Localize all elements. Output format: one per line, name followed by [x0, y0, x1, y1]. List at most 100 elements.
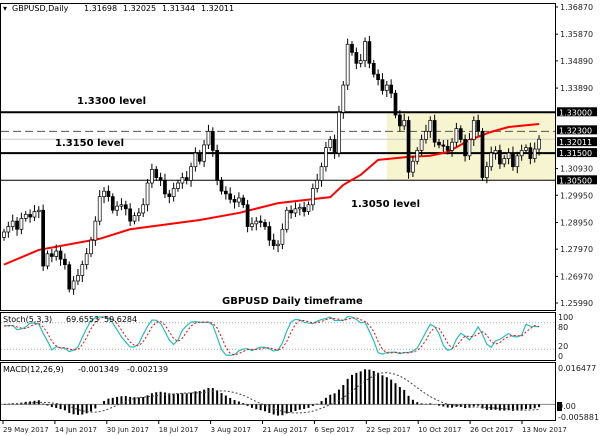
candle: [293, 202, 298, 218]
candle-body: [384, 84, 389, 91]
candle-body: [189, 166, 193, 181]
candle: [463, 134, 467, 162]
candle: [328, 136, 333, 151]
candle-body: [163, 179, 167, 195]
candle: [189, 162, 193, 187]
candle-body: [6, 226, 11, 233]
candle: [250, 217, 254, 231]
candle-body: [176, 182, 180, 189]
candle-body: [184, 177, 189, 181]
candle-body: [58, 250, 63, 260]
collapse-triangle-icon[interactable]: ▾: [3, 4, 7, 13]
price-highlight-box: [557, 148, 597, 158]
candle-body: [350, 43, 354, 53]
stoch-panel-frame: [0, 312, 556, 361]
candle-body: [428, 120, 433, 132]
candle: [158, 172, 163, 187]
macd-tick-max: 0.016477: [558, 364, 596, 373]
candle: [332, 134, 337, 159]
candle: [358, 54, 363, 68]
candle: [6, 221, 11, 238]
stoch-tick-0: 0: [558, 352, 563, 361]
macd-label: MACD(12,26,9): [3, 365, 64, 374]
candle: [506, 148, 511, 165]
candle: [419, 134, 424, 157]
candle-body: [498, 150, 502, 165]
macd-signal-line: [3, 372, 540, 414]
price-tick-label: 1.33890: [560, 84, 593, 93]
date-label: 13 Nov 2017: [522, 426, 567, 434]
price-tick-label: 1.34890: [560, 57, 593, 66]
candle: [471, 116, 476, 147]
ohlc-high: 1.32025: [123, 4, 156, 13]
candle-body: [254, 220, 259, 225]
candle: [193, 147, 198, 172]
price-highlight-label: 1.32300: [559, 126, 592, 135]
candle-body: [84, 253, 89, 265]
candle-body: [137, 212, 141, 217]
date-label: 30 Jun 2017: [107, 426, 149, 434]
candle: [354, 47, 359, 70]
candle: [115, 201, 119, 216]
candle: [89, 236, 93, 258]
candle: [145, 178, 150, 212]
candle: [67, 261, 72, 293]
candle: [302, 201, 306, 217]
candle-body: [250, 223, 254, 227]
candle-body: [293, 208, 298, 214]
chart-caption: GBPUSD Daily timeframe: [222, 296, 363, 307]
price-tick-label: 1.28950: [560, 218, 593, 227]
ohlc-low: 1.31344: [162, 4, 195, 13]
price-highlight-label: 1.31500: [559, 149, 592, 158]
candle: [58, 246, 63, 266]
candle: [367, 35, 372, 69]
candle: [80, 260, 85, 283]
date-label: 3 Aug 2017: [211, 426, 251, 434]
candle-body: [132, 215, 137, 222]
candle-body: [241, 197, 246, 206]
price-tick-label: 1.29950: [560, 191, 593, 200]
candle: [337, 105, 341, 158]
date-label: 14 Jun 2017: [55, 426, 97, 434]
candle-body: [219, 179, 224, 192]
price-highlight-box: [557, 125, 597, 135]
candle: [176, 179, 180, 192]
candle: [441, 140, 446, 153]
candle: [271, 233, 276, 250]
candle-body: [41, 209, 46, 267]
candle-body: [63, 258, 67, 265]
candle-body: [123, 204, 128, 210]
symbol-label: GBPUSD,Daily: [12, 4, 69, 13]
candle-body: [67, 264, 72, 290]
candle: [450, 138, 454, 157]
candle: [485, 161, 489, 184]
candle-body: [467, 139, 472, 157]
candle: [371, 60, 376, 78]
candle-body: [398, 114, 402, 127]
candle-body: [202, 144, 206, 162]
candle-body: [32, 211, 37, 218]
candle-body: [150, 169, 154, 184]
candle-body: [267, 226, 272, 241]
candle-body: [76, 275, 80, 282]
date-label: 18 Jul 2017: [159, 426, 199, 434]
candle: [45, 250, 50, 270]
candle: [123, 200, 128, 216]
candle-body: [406, 120, 411, 173]
candle: [263, 219, 267, 230]
candle-body: [419, 139, 424, 151]
candle-body: [289, 209, 293, 214]
candle: [206, 124, 211, 150]
candle-body: [328, 139, 333, 149]
candle: [428, 116, 433, 138]
candle: [110, 193, 115, 214]
candle: [32, 205, 37, 222]
candle-body: [424, 130, 428, 140]
date-label: 10 Oct 2017: [418, 426, 461, 434]
candle-body: [171, 188, 176, 197]
price-highlight-box: [557, 107, 597, 117]
candle-body: [197, 152, 202, 162]
candle: [258, 215, 263, 228]
candle: [15, 217, 19, 236]
candle: [476, 114, 480, 137]
